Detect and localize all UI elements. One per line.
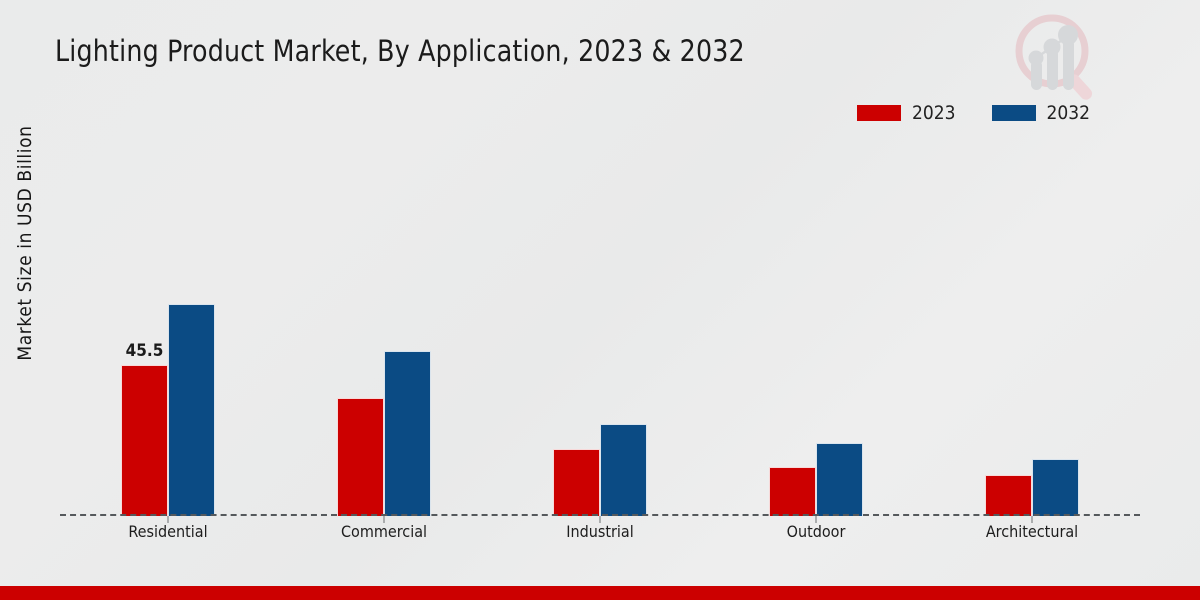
legend-label-2032: 2032 xyxy=(1046,102,1091,124)
bar-commercial-2032[interactable] xyxy=(384,351,431,516)
x-axis-category-labels: Residential Commercial Industrial Outdoo… xyxy=(60,521,1140,543)
bar-residential-2023[interactable]: 45.5 xyxy=(121,341,168,516)
magnifier-bar-chart-logo-icon xyxy=(1004,6,1108,110)
bar-group-outdoor xyxy=(708,140,924,523)
chart-legend: 2023 2032 xyxy=(857,102,1090,124)
footer-accent-bar xyxy=(0,586,1200,600)
bar-commercial-2023[interactable] xyxy=(337,398,384,516)
bar-industrial-2032[interactable] xyxy=(600,424,647,516)
bar-group-industrial xyxy=(492,140,708,523)
legend-swatch-2023 xyxy=(857,105,901,121)
bar-value-residential-2023: 45.5 xyxy=(125,341,164,361)
axis-tick-outdoor xyxy=(815,516,817,523)
category-label-outdoor: Outdoor xyxy=(786,522,846,541)
axis-tick-residential xyxy=(167,516,169,523)
bar-groups: 45.5 xyxy=(60,140,1140,523)
bar-group-commercial xyxy=(276,140,492,523)
legend-label-2023: 2023 xyxy=(912,102,956,124)
plot-area: 45.5 xyxy=(60,140,1140,523)
bar-residential-2032[interactable] xyxy=(168,304,215,516)
legend-item-2032[interactable]: 2032 xyxy=(991,102,1091,124)
y-axis-label: Market Size in USD Billion xyxy=(14,125,36,361)
bar-outdoor-2023[interactable] xyxy=(769,467,816,516)
bar-group-residential: 45.5 xyxy=(60,140,276,523)
legend-swatch-2032 xyxy=(991,105,1036,121)
bar-industrial-2023[interactable] xyxy=(553,449,600,516)
bar-architectural-2023[interactable] xyxy=(985,475,1032,516)
bar-outdoor-2032[interactable] xyxy=(816,443,863,516)
axis-tick-commercial xyxy=(383,516,385,523)
bar-group-architectural xyxy=(924,140,1140,523)
x-axis-baseline xyxy=(60,514,1140,516)
category-label-architectural: Architectural xyxy=(985,522,1079,541)
category-label-commercial: Commercial xyxy=(340,522,428,541)
chart-title: Lighting Product Market, By Application,… xyxy=(55,34,745,68)
category-label-industrial: Industrial xyxy=(566,522,634,541)
legend-item-2023[interactable]: 2023 xyxy=(857,102,956,124)
axis-tick-architectural xyxy=(1031,516,1033,523)
axis-tick-industrial xyxy=(599,516,601,523)
category-label-residential: Residential xyxy=(128,522,208,541)
bar-architectural-2032[interactable] xyxy=(1032,459,1079,516)
